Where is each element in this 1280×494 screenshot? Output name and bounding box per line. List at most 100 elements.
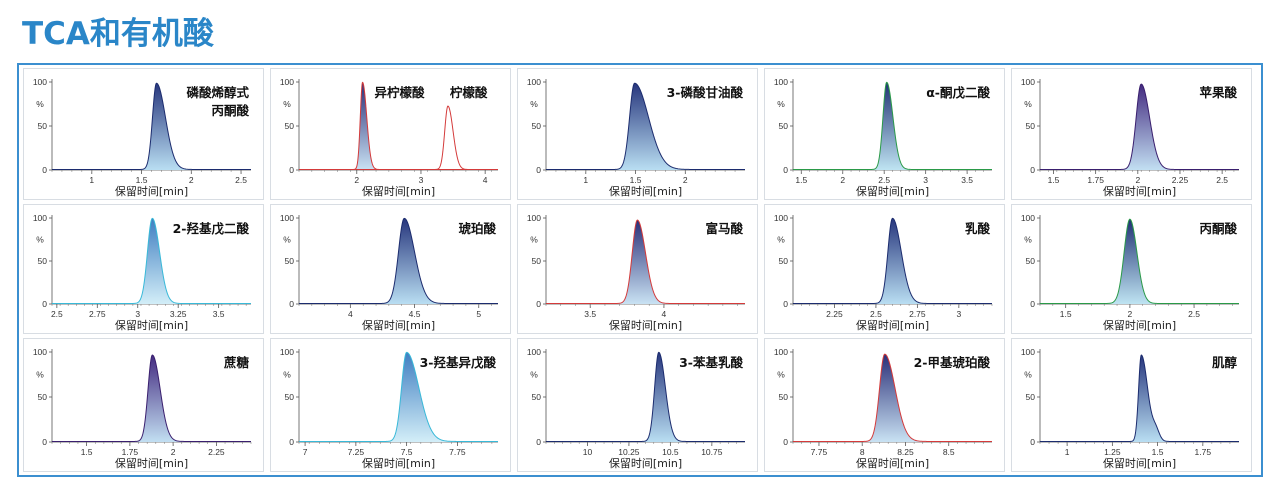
compound-label: 苹果酸	[1199, 85, 1237, 100]
y-unit-label: %	[283, 99, 291, 109]
x-tick-label: 2.5	[235, 175, 247, 185]
compound-label: 3-磷酸甘油酸	[667, 85, 744, 100]
x-tick-label: 2	[354, 175, 359, 185]
x-tick-label: 7.75	[811, 447, 828, 457]
x-tick-label: 3.5	[961, 175, 973, 185]
chromatogram-svg: 0 50 100% 1 1.25 1.5 1.75 保留时间[min] 肌醇	[1021, 347, 1239, 470]
x-tick-label: 1.75	[1087, 175, 1104, 185]
x-tick-label: 7.75	[449, 447, 466, 457]
chromatogram-panel: 0 50 100% 1.5 2 2.5 3 3.5 保留时间[min] α-酮戊二酸	[764, 68, 1005, 200]
y-tick-label: 50	[38, 392, 48, 402]
y-tick-label: 50	[779, 392, 789, 402]
chromatogram-trace	[793, 353, 992, 442]
x-tick-label: 3	[923, 175, 928, 185]
y-tick-label: 100	[1021, 77, 1035, 87]
peak-fill	[132, 218, 182, 304]
x-axis-label: 保留时间[min]	[609, 184, 682, 198]
x-tick-label: 5	[476, 309, 481, 319]
y-tick-label: 100	[280, 213, 294, 223]
y-tick-label: 50	[779, 256, 789, 266]
x-axis-label: 保留时间[min]	[609, 318, 682, 332]
y-tick-label: 50	[38, 121, 48, 131]
chromatogram-panel: 0 50 100% 1 1.5 2 保留时间[min] 3-磷酸甘油酸	[517, 68, 758, 200]
x-tick-label: 2.5	[1188, 309, 1200, 319]
y-tick-label: 0	[536, 165, 541, 175]
peak-fill	[1106, 219, 1158, 304]
y-unit-label: %	[777, 370, 785, 380]
y-tick-label: 0	[42, 437, 47, 447]
y-tick-label: 100	[527, 347, 541, 357]
x-tick-label: 10.75	[701, 447, 723, 457]
x-tick-label: 3	[419, 175, 424, 185]
chromatogram-trace	[546, 351, 745, 442]
x-tick-label: 2.5	[870, 309, 882, 319]
y-tick-label: 50	[285, 256, 295, 266]
y-tick-label: 0	[289, 437, 294, 447]
y-tick-label: 100	[280, 347, 294, 357]
chromatogram-panel: 0 50 100% 7.75 8 8.25 8.5 保留时间[min] 2-甲基琥珀酸	[764, 338, 1005, 472]
y-tick-label: 50	[285, 121, 295, 131]
chromatogram-panel: 0 50 100% 1.5 1.75 2 2.25 2.5 保留时间[min] 苹果酸	[1011, 68, 1252, 200]
chromatogram-trace	[793, 81, 992, 170]
chromatogram-grid: 0 50 100% 1 1.5 2 2.5 保留时间[min] 磷酸烯醇式 丙酮酸 0 50 100%…	[17, 63, 1263, 477]
chromatogram-trace	[299, 105, 498, 170]
chromatogram-svg: 0 50 100% 4 4.5 5 保留时间[min] 琥珀酸	[280, 213, 498, 332]
peak-fill	[1120, 84, 1175, 170]
x-tick-label: 3.5	[213, 309, 225, 319]
peak-fill	[873, 218, 927, 304]
chromatogram-trace	[299, 351, 498, 442]
y-tick-label: 100	[1021, 213, 1035, 223]
page-title: TCA和有机酸	[22, 16, 214, 52]
chromatogram-panel: 0 50 100% 2.5 2.75 3 3.25 3.5 保留时间[min] 2-羟基戊二酸	[23, 204, 264, 334]
x-tick-label: 3.5	[584, 309, 596, 319]
x-axis-label: 保留时间[min]	[115, 318, 188, 332]
x-axis-label: 保留时间[min]	[362, 184, 435, 198]
y-tick-label: 0	[536, 437, 541, 447]
x-tick-label: 8.25	[897, 447, 914, 457]
x-axis-label: 保留时间[min]	[856, 456, 929, 470]
chromatogram-svg: 0 50 100% 2.5 2.75 3 3.25 3.5 保留时间[min] 2-羟基戊二酸	[33, 213, 251, 332]
x-axis-label: 保留时间[min]	[1103, 318, 1176, 332]
x-tick-label: 2.75	[909, 309, 926, 319]
y-tick-label: 50	[1026, 256, 1036, 266]
y-tick-label: 0	[289, 299, 294, 309]
y-tick-label: 100	[774, 213, 788, 223]
x-tick-label: 1.5	[1152, 447, 1164, 457]
x-tick-label: 1.5	[81, 447, 93, 457]
y-unit-label: %	[530, 370, 538, 380]
peak-fill	[642, 352, 686, 442]
chromatogram-panel: 0 50 100% 7 7.25 7.5 7.75 保留时间[min] 3-羟基异戊酸	[270, 338, 511, 472]
y-tick-label: 50	[38, 256, 48, 266]
y-tick-label: 0	[42, 165, 47, 175]
peak-fill	[381, 218, 445, 304]
x-tick-label: 2.5	[1216, 175, 1228, 185]
x-tick-label: 1	[583, 175, 588, 185]
chromatogram-trace	[52, 82, 251, 170]
x-tick-label: 2.25	[826, 309, 843, 319]
x-tick-label: 10.5	[662, 447, 679, 457]
y-tick-label: 100	[527, 213, 541, 223]
x-tick-label: 4	[662, 309, 667, 319]
peak-fill	[386, 352, 455, 442]
chromatogram-trace	[793, 217, 992, 304]
x-tick-label: 2	[171, 447, 176, 457]
y-tick-label: 0	[783, 437, 788, 447]
y-unit-label: %	[36, 235, 44, 245]
chromatogram-panel: 0 50 100% 1.5 2 2.5 保留时间[min] 丙酮酸	[1011, 204, 1252, 334]
x-tick-label: 4	[348, 309, 353, 319]
y-unit-label: %	[36, 370, 44, 380]
x-axis-label: 保留时间[min]	[362, 456, 435, 470]
x-tick-label: 2	[1135, 175, 1140, 185]
y-tick-label: 0	[783, 299, 788, 309]
chromatogram-svg: 0 50 100% 10 10.25 10.5 10.75 保留时间[min] 3-苯基乳酸	[527, 347, 745, 470]
x-tick-label: 3.25	[170, 309, 187, 319]
peak-fill	[871, 82, 912, 170]
x-tick-label: 2.75	[89, 309, 106, 319]
chromatogram-svg: 0 50 100% 2.25 2.5 2.75 3 保留时间[min] 乳酸	[774, 213, 993, 332]
y-tick-label: 50	[532, 121, 542, 131]
chromatogram-trace	[52, 354, 251, 442]
x-tick-label: 1.25	[1104, 447, 1121, 457]
compound-label: α-酮戊二酸	[926, 85, 990, 100]
y-tick-label: 50	[779, 121, 789, 131]
chromatogram-trace	[546, 219, 745, 304]
